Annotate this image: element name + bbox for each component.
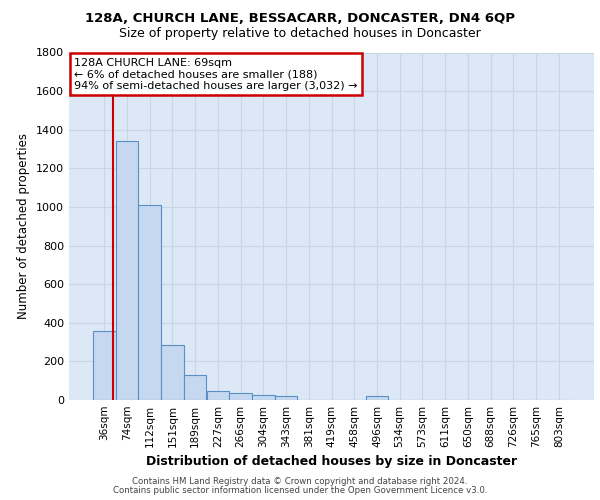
Bar bbox=[184, 375, 206, 400]
Text: Contains HM Land Registry data © Crown copyright and database right 2024.: Contains HM Land Registry data © Crown c… bbox=[132, 477, 468, 486]
Bar bbox=[229, 393, 252, 400]
Bar bbox=[206, 392, 229, 400]
Text: Contains public sector information licensed under the Open Government Licence v3: Contains public sector information licen… bbox=[113, 486, 487, 495]
X-axis label: Distribution of detached houses by size in Doncaster: Distribution of detached houses by size … bbox=[146, 456, 517, 468]
Bar bbox=[275, 396, 298, 400]
Bar bbox=[116, 142, 139, 400]
Text: 128A, CHURCH LANE, BESSACARR, DONCASTER, DN4 6QP: 128A, CHURCH LANE, BESSACARR, DONCASTER,… bbox=[85, 12, 515, 26]
Text: Size of property relative to detached houses in Doncaster: Size of property relative to detached ho… bbox=[119, 28, 481, 40]
Text: 128A CHURCH LANE: 69sqm
← 6% of detached houses are smaller (188)
94% of semi-de: 128A CHURCH LANE: 69sqm ← 6% of detached… bbox=[74, 58, 358, 91]
Y-axis label: Number of detached properties: Number of detached properties bbox=[17, 133, 31, 320]
Bar bbox=[365, 396, 388, 400]
Bar bbox=[161, 345, 184, 400]
Bar bbox=[139, 205, 161, 400]
Bar bbox=[252, 395, 275, 400]
Bar bbox=[93, 330, 116, 400]
